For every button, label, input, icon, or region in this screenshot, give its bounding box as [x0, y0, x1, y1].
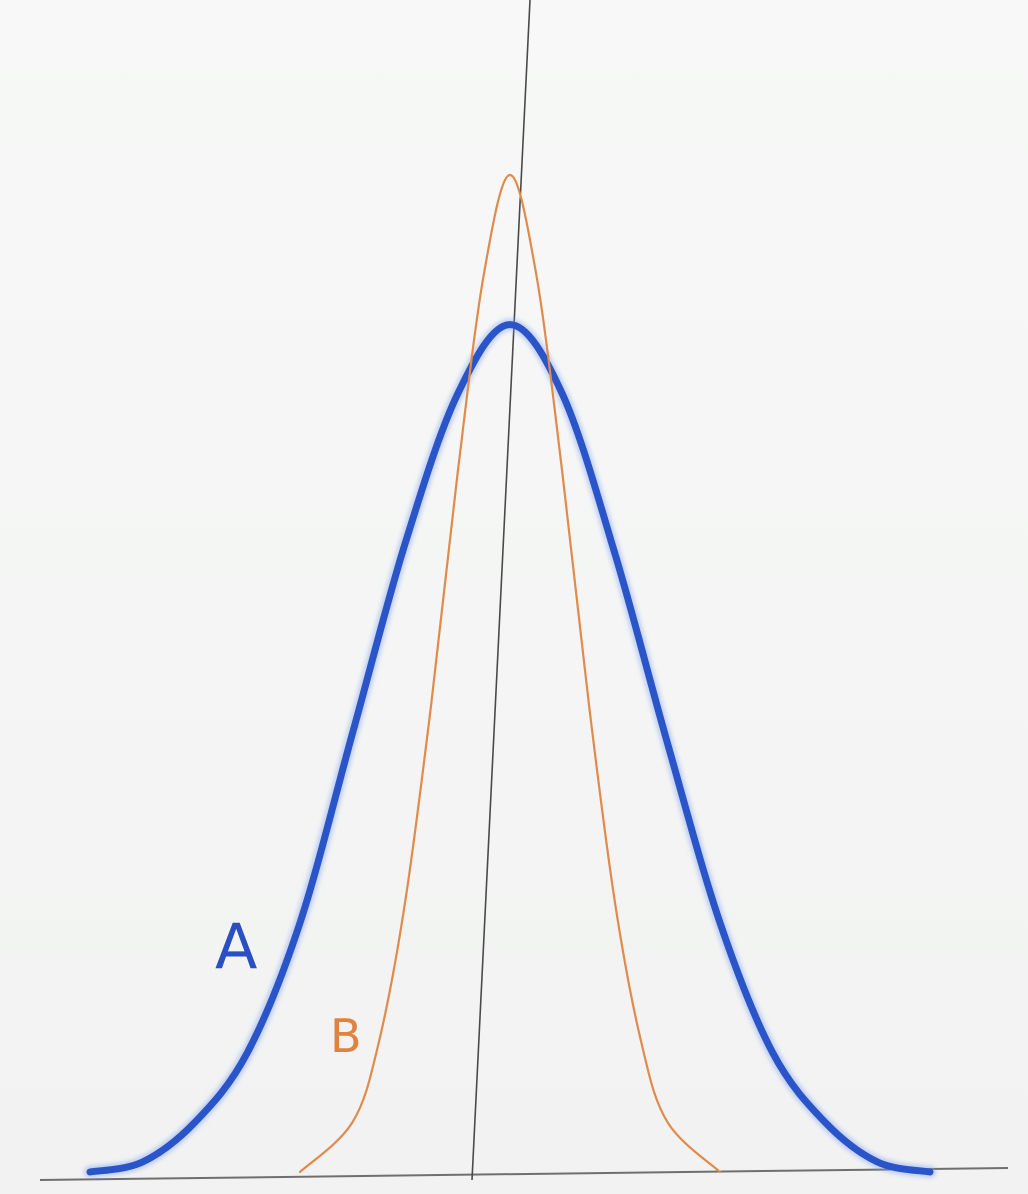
series-a-line-glow [84, 318, 936, 1178]
center-vertical-line [471, 0, 531, 1181]
series-a-line [86, 321, 934, 1176]
series-b-label: B [330, 1009, 362, 1063]
series-a-label: A [215, 910, 257, 983]
label-layer: A B [215, 910, 362, 1063]
axes [39, 0, 1009, 1181]
series-layer [84, 173, 936, 1178]
series-b-line [298, 173, 722, 1174]
x-axis-line [39, 1167, 1009, 1181]
